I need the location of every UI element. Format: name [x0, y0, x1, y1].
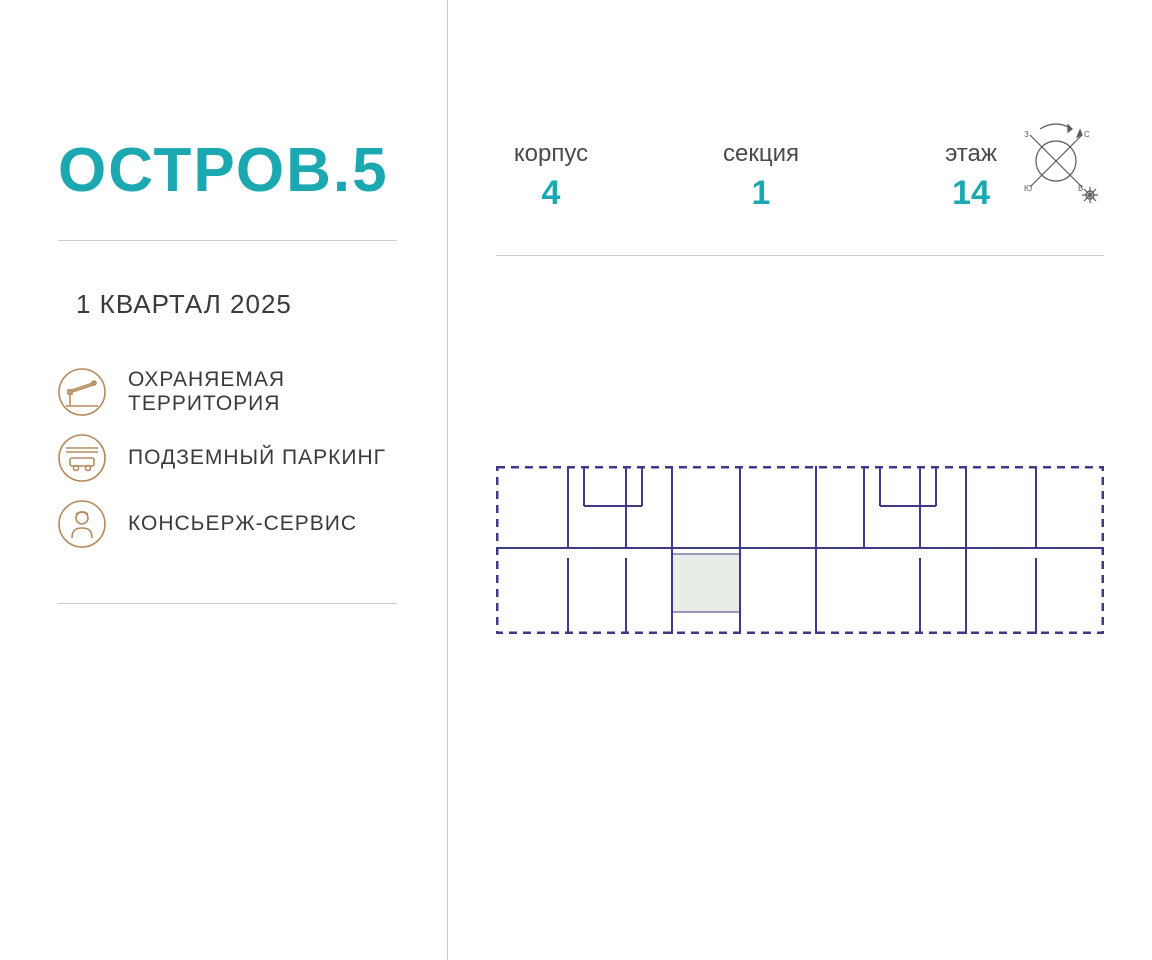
- stat-section: секция 1: [706, 140, 816, 213]
- feature-concierge: КОНСЬЕРЖ-СЕРВИС: [58, 500, 397, 548]
- feature-label: ОХРАНЯЕМАЯ ТЕРРИТОРИЯ: [128, 368, 397, 416]
- left-panel: ОСТРОВ.5 1 КВАРТАЛ 2025 ОХРАНЯЕМАЯ ТЕРРИ…: [0, 0, 448, 960]
- stat-value: 1: [752, 174, 771, 213]
- stat-building: корпус 4: [496, 140, 606, 213]
- floorplan: [496, 466, 1104, 634]
- compass-icon: С Ю З В: [1010, 115, 1102, 207]
- stat-label: секция: [723, 140, 799, 168]
- stat-label: корпус: [514, 140, 588, 168]
- barrier-icon: [58, 368, 106, 416]
- right-panel: С Ю З В корпус 4 секция 1 этаж 14: [448, 0, 1152, 960]
- project-logo: ОСТРОВ.5: [58, 140, 397, 241]
- stat-value: 4: [542, 174, 561, 213]
- svg-text:Ю: Ю: [1024, 184, 1032, 193]
- feature-label: ПОДЗЕМНЫЙ ПАРКИНГ: [128, 446, 386, 470]
- feature-label: КОНСЬЕРЖ-СЕРВИС: [128, 512, 357, 536]
- stat-label: этаж: [945, 140, 997, 168]
- concierge-icon: [58, 500, 106, 548]
- stat-value: 14: [952, 174, 990, 213]
- divider: [58, 603, 397, 604]
- parking-icon: [58, 434, 106, 482]
- svg-text:С: С: [1084, 130, 1090, 139]
- delivery-date: 1 КВАРТАЛ 2025: [76, 289, 397, 320]
- feature-guarded: ОХРАНЯЕМАЯ ТЕРРИТОРИЯ: [58, 368, 397, 416]
- feature-parking: ПОДЗЕМНЫЙ ПАРКИНГ: [58, 434, 397, 482]
- svg-text:З: З: [1024, 130, 1029, 139]
- svg-text:В: В: [1078, 184, 1083, 193]
